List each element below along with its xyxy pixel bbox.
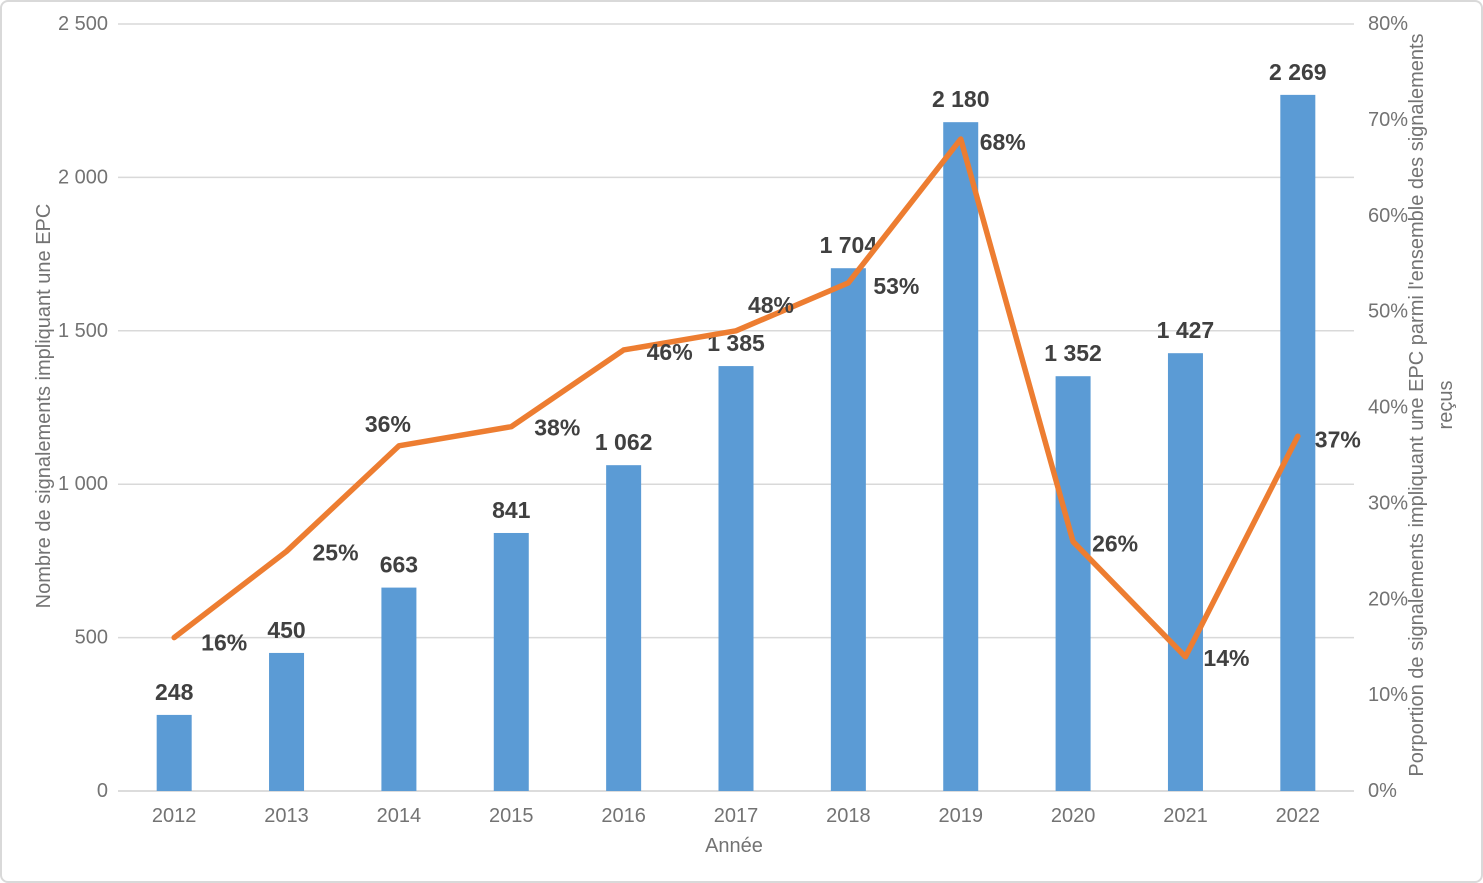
line-data-label: 36% [365,411,411,437]
right-axis-tick-label: 20% [1368,588,1408,610]
bar-2015 [493,532,529,791]
left-axis-tick-label: 2 000 [58,166,108,188]
bar-2017 [718,366,754,791]
line-data-label: 46% [647,339,693,365]
left-axis-tick-label: 0 [97,780,108,802]
x-axis-category-label: 2016 [601,805,646,827]
bar-data-label: 2 269 [1269,59,1327,85]
x-axis-category-label: 2014 [377,805,422,827]
x-axis-title: Année [705,835,763,857]
bar-data-label: 2 180 [932,86,990,112]
right-axis-tick-label: 30% [1368,492,1408,514]
bar-data-label: 450 [267,617,305,643]
line-data-label: 38% [534,415,580,441]
bar-2022 [1280,94,1316,792]
x-axis-category-label: 2018 [826,805,871,827]
bar-2019 [943,122,979,791]
bar-2020 [1055,376,1091,791]
right-axis-tick-label: 0% [1368,780,1397,802]
line-data-label: 68% [980,129,1026,155]
right-axis-tick-label: 60% [1368,205,1408,227]
bar-2016 [606,465,642,791]
left-axis-tick-label: 2 500 [58,13,108,35]
line-data-label: 37% [1315,426,1361,452]
left-axis-tick-label: 1 000 [58,473,108,495]
bar-data-label: 663 [380,552,418,578]
line-data-label: 16% [201,630,247,656]
line-series [171,136,1301,660]
bar-2012 [156,714,192,791]
line-data-label: 48% [748,292,794,318]
bar-data-label: 1 427 [1157,317,1215,343]
line-data-label: 14% [1203,645,1249,671]
line-data-label: 25% [313,539,359,565]
right-axis-tick-label: 80% [1368,13,1408,35]
bar-data-label: 1 352 [1044,340,1102,366]
bar-data-label: 248 [155,679,194,705]
bar-2021 [1167,353,1203,791]
bar-2014 [381,587,417,791]
left-axis-tick-label: 1 500 [58,320,108,342]
bar-data-label: 841 [492,497,531,523]
line-data-label: 53% [873,273,919,299]
right-axis-tick-label: 40% [1368,397,1408,419]
right-axis-tick-label: 50% [1368,301,1408,323]
x-axis-category-label: 2013 [264,805,309,827]
right-axis-tick-label: 70% [1368,109,1408,131]
x-axis-category-label: 2020 [1051,805,1096,827]
x-axis-category-label: 2022 [1276,805,1321,827]
x-axis-category-label: 2021 [1163,805,1208,827]
x-axis-category-label: 2017 [714,805,759,827]
right-axis-title: Porportion de signalements impliquant un… [1406,33,1457,777]
x-axis-category-label: 2019 [938,805,983,827]
bar-2013 [269,652,305,791]
x-axis-category-label: 2012 [152,805,197,827]
left-axis-tick-label: 500 [75,627,108,649]
bar-2018 [830,268,866,792]
left-axis-title: Nombre de signalements impliquant une EP… [33,203,55,609]
right-axis-tick-label: 10% [1368,684,1408,706]
x-axis-category-label: 2015 [489,805,534,827]
line-data-label: 26% [1092,531,1138,557]
bar-data-label: 1 062 [595,429,653,455]
